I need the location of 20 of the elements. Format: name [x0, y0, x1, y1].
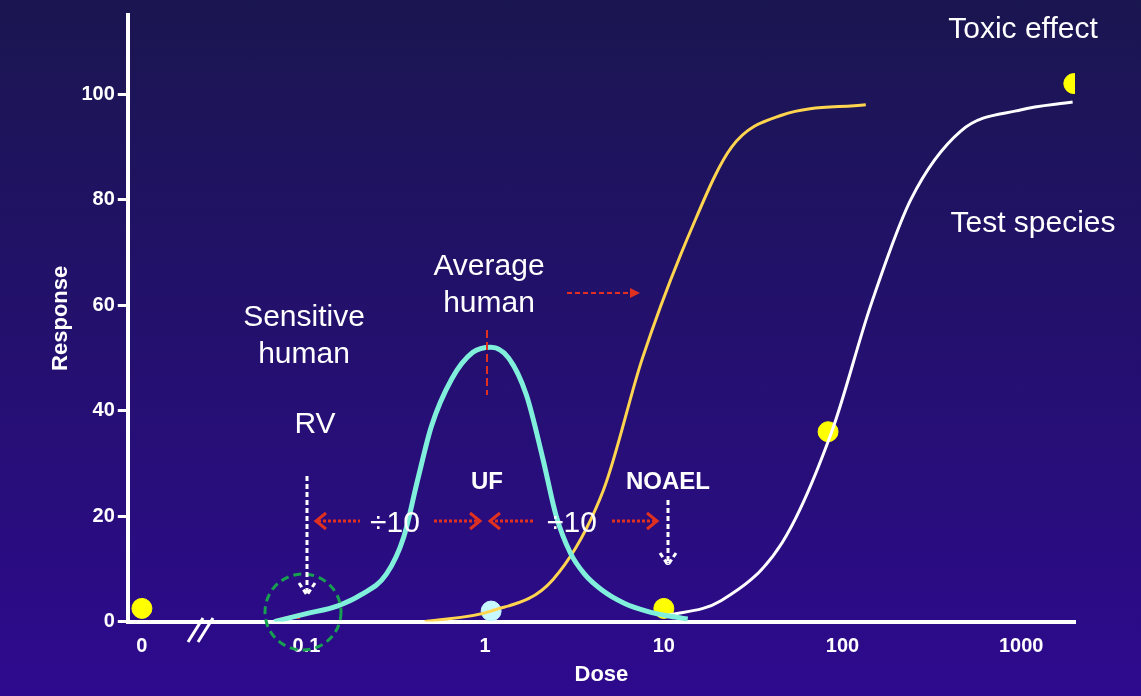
y-axis-title: Response: [47, 265, 73, 371]
y-tick-label: 60: [92, 292, 115, 315]
y-tick-label: 100: [81, 81, 115, 104]
y-tick-label: 40: [92, 398, 115, 421]
y-tick-label: 20: [92, 503, 115, 526]
annotation: NOAEL: [626, 466, 710, 494]
annotation: Average human: [433, 247, 545, 318]
annotation: Sensitive human: [243, 298, 365, 369]
x-tick-label: 10: [652, 634, 675, 657]
y-tick-label: 0: [103, 609, 115, 632]
annotation: RV: [294, 406, 336, 440]
y-tick-label: 80: [92, 187, 115, 210]
annotation: Test species: [950, 205, 1116, 239]
x-tick-label: 100: [825, 634, 860, 657]
annotation: Toxic effect: [948, 11, 1099, 45]
x-axis-title: Dose: [574, 660, 629, 686]
x-tick-label: 1000: [998, 634, 1044, 657]
x-tick-label: 0: [136, 634, 148, 657]
annotation: UF: [471, 466, 503, 494]
x-tick-label: 1: [479, 634, 491, 657]
